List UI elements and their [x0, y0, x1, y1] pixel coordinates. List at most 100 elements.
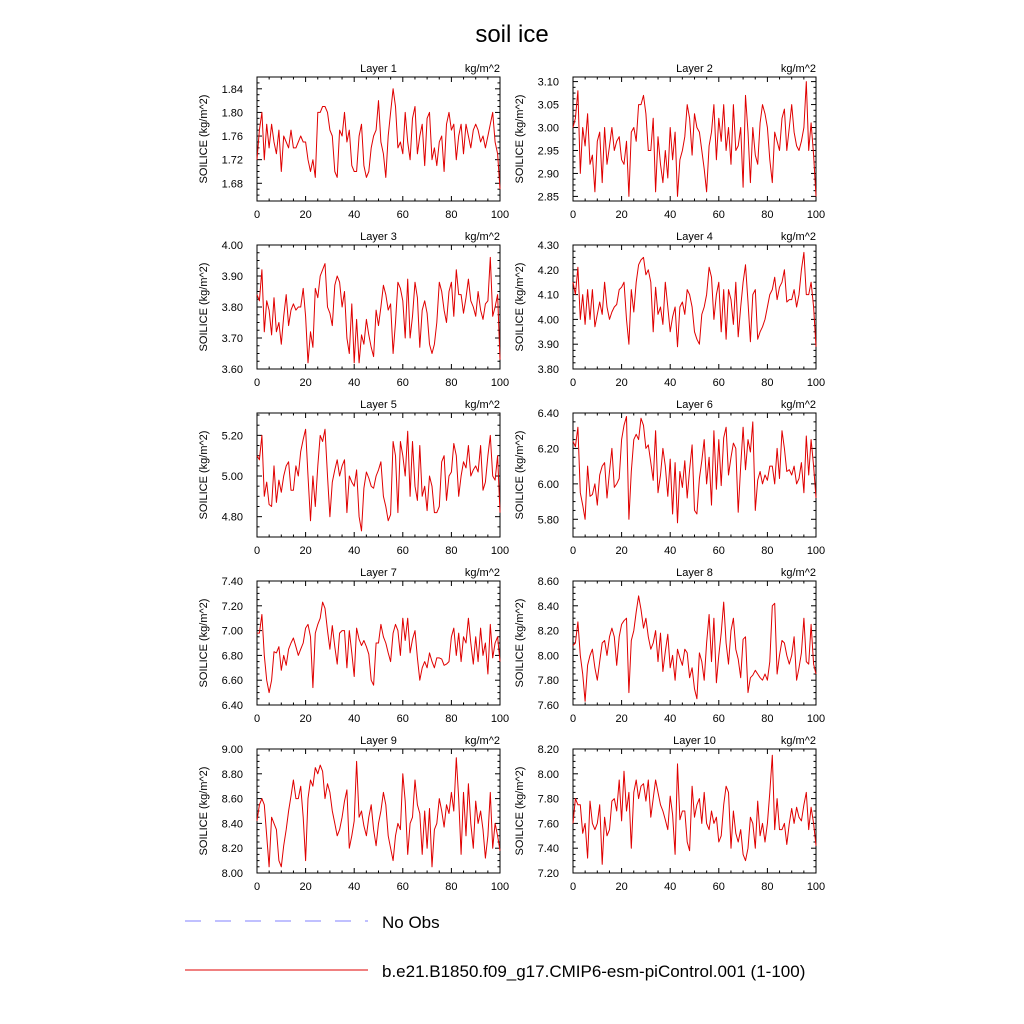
- panel-4-xtick-label: 100: [807, 377, 825, 389]
- panel-9-units: kg/m^2: [465, 735, 500, 747]
- panel-7-xtick-label: 40: [348, 713, 360, 725]
- panel-8-ytick-label: 8.40: [538, 601, 559, 613]
- panel-6-ytick-label: 6.40: [538, 408, 559, 420]
- panel-10-ytick-label: 7.60: [538, 818, 559, 830]
- panel-7-ylabel: SOILICE (kg/m^2): [198, 599, 210, 688]
- panel-2-ytick-label: 3.00: [538, 123, 559, 135]
- panel-7-xtick-label: 80: [445, 713, 457, 725]
- legend: No Obs b.e21.B1850.f09_g17.CMIP6-esm-piC…: [185, 913, 805, 981]
- panel-10-xtick-label: 60: [713, 881, 725, 893]
- panel-8-xtick-label: 20: [615, 713, 627, 725]
- panel-8-ytick-label: 8.60: [538, 576, 559, 588]
- panel-7-xtick-label: 100: [491, 713, 509, 725]
- panel-2-ytick-label: 2.95: [538, 145, 559, 157]
- panel-1-ytick-label: 1.80: [222, 107, 243, 119]
- panel-3-xtick-label: 60: [397, 377, 409, 389]
- panel-1-ylabel: SOILICE (kg/m^2): [198, 95, 210, 184]
- panel-7-xtick-label: 60: [397, 713, 409, 725]
- panel-5-title: Layer 5: [360, 399, 397, 411]
- panel-1-units: kg/m^2: [465, 63, 500, 75]
- panel-2-ytick-label: 3.10: [538, 77, 559, 89]
- panel-7-ytick-label: 7.40: [222, 576, 243, 588]
- panel-4-ytick-label: 4.20: [538, 265, 559, 277]
- panel-9-ytick-label: 8.60: [222, 794, 243, 806]
- panel-1-group: 0 20 40 60 80 100 1.68 1.72 1.76 1.80 1.84 SOILICE …: [198, 63, 509, 221]
- panel-9-ytick-label: 8.80: [222, 769, 243, 781]
- panel-7-series-line: [257, 601, 501, 694]
- panel-9-title: Layer 9: [360, 735, 397, 747]
- panel-5-group: 0 20 40 60 80 100 4.80 5.00 5.20 SOILICE (kg/m^2)…: [198, 399, 509, 557]
- panel-2-ylabel: SOILICE (kg/m^2): [514, 95, 526, 184]
- panel-6-xtick-label: 0: [570, 545, 576, 557]
- panel-10-series-line: [572, 754, 817, 865]
- panel-5-xtick-label: 40: [348, 545, 360, 557]
- panel-2-frame: [572, 76, 817, 202]
- panel-9-xtick-label: 40: [348, 881, 360, 893]
- panel-4-units: kg/m^2: [781, 231, 816, 243]
- panel-7-ytick-label: 6.40: [222, 700, 243, 712]
- panel-10-xtick-label: 0: [570, 881, 576, 893]
- panel-3-ytick-label: 3.60: [222, 364, 243, 376]
- panel-6-xtick-label: 40: [664, 545, 676, 557]
- panel-10-ylabel: SOILICE (kg/m^2): [514, 767, 526, 856]
- panel-8-xtick-label: 0: [570, 713, 576, 725]
- panel-8-group: 0 20 40 60 80 100 7.60 7.80 8.00 8.20 8.40 8.60 SOIL…: [514, 567, 825, 725]
- panel-3-xtick-label: 40: [348, 377, 360, 389]
- panel-9-series-line: [256, 757, 501, 868]
- panel-4-ytick-label: 4.00: [538, 314, 559, 326]
- panel-2-xtick-label: 20: [615, 209, 627, 221]
- panel-1-xtick-label: 20: [299, 209, 311, 221]
- panel-8-ytick-label: 7.60: [538, 700, 559, 712]
- panel-4-xtick-label: 60: [713, 377, 725, 389]
- panel-2-group: 0 20 40 60 80 100 2.85 2.90 2.95 3.00 3.05 3.10 SOIL…: [514, 63, 825, 221]
- panel-7-ytick-label: 7.00: [222, 626, 243, 638]
- panel-2-units: kg/m^2: [781, 63, 816, 75]
- panel-4-group: 0 20 40 60 80 100 3.80 3.90 4.00 4.10 4.20 4.30 SOIL…: [514, 231, 825, 389]
- panel-4-ytick-label: 4.30: [538, 240, 559, 252]
- panel-10-group: 0 20 40 60 80 100 7.20 7.40 7.60 7.80 8.00 8.20 SOIL…: [514, 735, 825, 893]
- panel-6-ytick-label: 6.20: [538, 443, 559, 455]
- panel-3-series-line: [256, 256, 501, 364]
- panel-4-frame: [572, 244, 817, 370]
- panel-10-ytick-label: 8.00: [538, 769, 559, 781]
- panel-2-xtick-label: 80: [761, 209, 773, 221]
- panel-9-xtick-label: 80: [445, 881, 457, 893]
- panel-8-title: Layer 8: [676, 567, 713, 579]
- panel-9-ylabel: SOILICE (kg/m^2): [198, 767, 210, 856]
- panel-5-ylabel: SOILICE (kg/m^2): [198, 431, 210, 520]
- panels: 0 20 40 60 80 100 1.68 1.72 1.76 1.80 1.84 SOILICE …: [198, 63, 825, 893]
- panel-10-title: Layer 10: [673, 735, 716, 747]
- panel-9-frame: [256, 748, 501, 874]
- panel-1-ytick-label: 1.84: [222, 84, 243, 96]
- panel-7-units: kg/m^2: [465, 567, 500, 579]
- panel-2-xtick-label: 60: [713, 209, 725, 221]
- panel-2-ytick-label: 2.85: [538, 191, 559, 203]
- panel-1-series-line: [256, 88, 501, 190]
- panel-7-xtick-label: 0: [254, 713, 260, 725]
- panel-4-xtick-label: 80: [761, 377, 773, 389]
- panel-9-xtick-label: 0: [254, 881, 260, 893]
- panel-1-ytick-label: 1.76: [222, 131, 243, 143]
- panel-10-units: kg/m^2: [781, 735, 816, 747]
- panel-3-ytick-label: 3.70: [222, 333, 243, 345]
- panel-8-units: kg/m^2: [781, 567, 816, 579]
- panel-2-ytick-label: 2.90: [538, 168, 559, 180]
- panel-5-ytick-label: 4.80: [222, 512, 243, 524]
- panel-10-xtick-label: 80: [761, 881, 773, 893]
- panel-9-ytick-label: 8.20: [222, 843, 243, 855]
- panel-7-ytick-label: 7.20: [222, 601, 243, 613]
- panel-4-series-line: [572, 251, 817, 348]
- panel-5-series-line: [256, 428, 501, 532]
- panel-1-ytick-label: 1.68: [222, 178, 243, 190]
- panel-10-ytick-label: 7.40: [538, 843, 559, 855]
- panel-1-xtick-label: 60: [397, 209, 409, 221]
- panel-3-frame: [256, 244, 501, 370]
- panel-5-xtick-label: 0: [254, 545, 260, 557]
- panel-4-ytick-label: 4.10: [538, 290, 559, 302]
- panel-1-ytick-label: 1.72: [222, 155, 243, 167]
- panel-5-xtick-label: 80: [445, 545, 457, 557]
- panel-4-title: Layer 4: [676, 231, 713, 243]
- panel-5-xtick-label: 100: [491, 545, 509, 557]
